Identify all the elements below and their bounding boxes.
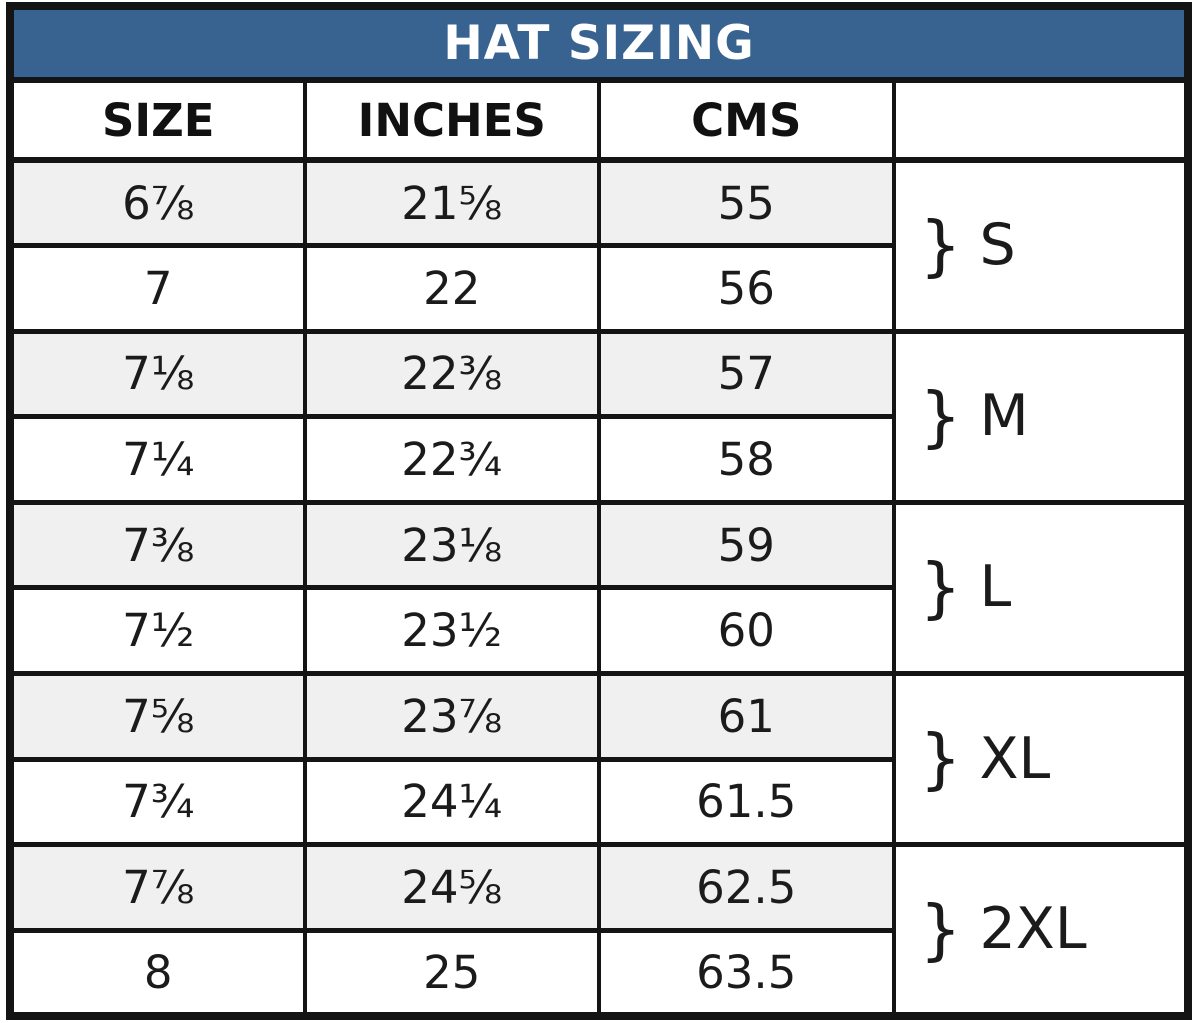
- col-header-cms: CMS: [597, 77, 896, 163]
- table-row: 6⅞ 21⅝ 55} S: [8, 157, 1190, 334]
- cell-inches: 22⅜: [302, 328, 601, 420]
- cell-size: 7¾: [8, 756, 307, 848]
- cell-cms: 62.5: [597, 842, 896, 933]
- cell-cms: 60: [597, 585, 896, 677]
- group-cell-xl: } XL: [891, 671, 1190, 848]
- brace-icon: }: [919, 890, 962, 968]
- group-cell-s: } S: [891, 157, 1190, 334]
- group-cell-2xl: } 2XL: [891, 842, 1190, 1019]
- cell-cms: 59: [597, 499, 896, 591]
- table-body: 6⅞ 21⅝ 55} S 7 22 56 7⅛ 22⅜ 57} M 7¼ 22¾ 58 7⅜ 23⅛ 59} L 7…: [8, 157, 1190, 1019]
- table-row: 7¾ 24¼ 61.5: [8, 756, 1188, 848]
- cell-size: 7⅞: [8, 842, 307, 933]
- brace-icon: }: [919, 206, 962, 284]
- group-label: 2XL: [979, 896, 1087, 963]
- group-label: L: [979, 554, 1012, 621]
- cell-inches: 23⅛: [302, 499, 601, 591]
- group-label: S: [979, 212, 1016, 279]
- cell-inches: 21⅝: [302, 157, 601, 249]
- table-row: 7½ 23½ 60: [8, 585, 1188, 677]
- col-header-inches: INCHES: [302, 77, 601, 163]
- cell-cms: 55: [597, 157, 896, 249]
- cell-inches: 23½: [302, 585, 601, 677]
- table-row: 7⅜ 23⅛ 59} L: [8, 499, 1190, 677]
- cell-cms: 57: [597, 328, 896, 420]
- table-row: 7⅝ 23⅞ 61} XL: [8, 671, 1190, 848]
- table-row: 7⅛ 22⅜ 57} M: [8, 328, 1190, 505]
- cell-size: 6⅞: [8, 157, 307, 249]
- cell-size: 7¼: [8, 414, 307, 505]
- cell-inches: 24¼: [302, 756, 601, 848]
- table-title: HAT SIZING: [10, 6, 1188, 83]
- brace-icon: }: [919, 720, 962, 798]
- cell-size: 7⅛: [8, 328, 307, 420]
- table-row: 7⅞ 24⅝ 62.5} 2XL: [8, 842, 1190, 1019]
- cell-size: 7⅜: [8, 499, 307, 591]
- hat-sizing-table: HAT SIZING SIZE INCHES CMS 6⅞ 21⅝ 55} S 7 22 5…: [6, 2, 1192, 1020]
- title-row: HAT SIZING: [10, 6, 1188, 83]
- cell-size: 7½: [8, 585, 307, 677]
- cell-cms: 58: [597, 414, 896, 505]
- cell-cms: 61.5: [597, 756, 896, 848]
- cell-inches: 23⅞: [302, 671, 601, 762]
- cell-cms: 63.5: [597, 927, 896, 1019]
- cell-cms: 56: [597, 243, 896, 334]
- cell-cms: 61: [597, 671, 896, 762]
- cell-size: 8: [8, 927, 307, 1019]
- cell-inches: 25: [302, 927, 601, 1019]
- cell-inches: 22: [302, 243, 601, 334]
- cell-size: 7: [8, 243, 307, 334]
- table-row: 7¼ 22¾ 58: [8, 414, 1188, 505]
- group-cell-m: } M: [891, 328, 1190, 505]
- group-label: M: [979, 383, 1029, 450]
- table-row: 8 25 63.5: [8, 927, 1188, 1019]
- brace-icon: }: [919, 377, 962, 455]
- column-header-row: SIZE INCHES CMS: [8, 77, 1190, 163]
- group-label: XL: [979, 725, 1051, 792]
- col-header-group: [891, 77, 1190, 163]
- cell-size: 7⅝: [8, 671, 307, 762]
- cell-inches: 22¾: [302, 414, 601, 505]
- col-header-size: SIZE: [8, 77, 307, 163]
- cell-inches: 24⅝: [302, 842, 601, 933]
- brace-icon: }: [919, 548, 962, 626]
- group-cell-l: } L: [891, 499, 1190, 677]
- table-row: 7 22 56: [8, 243, 1188, 334]
